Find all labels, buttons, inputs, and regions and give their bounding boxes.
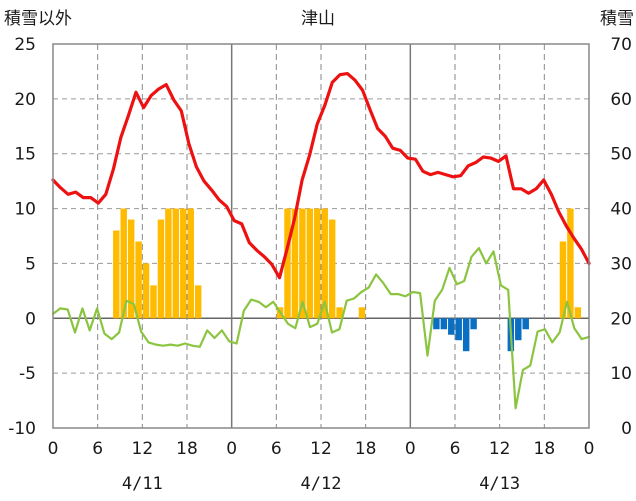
bar <box>135 241 142 319</box>
left-tick-label: -5 <box>19 364 36 384</box>
series-line <box>51 247 591 410</box>
bar <box>336 307 343 319</box>
right-tick-label: 10 <box>610 364 632 384</box>
bar <box>522 318 529 330</box>
day-label: 4/12 <box>301 474 342 494</box>
x-tick-label: 6 <box>271 439 282 459</box>
series-line <box>51 71 591 280</box>
bar <box>358 307 366 319</box>
bar <box>567 208 574 319</box>
right-tick-label: 60 <box>610 90 632 110</box>
left-tick-label: 15 <box>14 145 36 165</box>
bar <box>448 318 455 335</box>
day-label: 4/11 <box>122 474 163 494</box>
bar <box>306 208 314 319</box>
bar <box>433 318 440 330</box>
left-tick-label: 25 <box>14 35 36 55</box>
left-tick-label: 20 <box>14 90 36 110</box>
right-tick-label: 0 <box>621 419 632 439</box>
bar <box>440 318 448 330</box>
x-tick-label: 18 <box>176 439 198 459</box>
bar <box>150 285 157 319</box>
bar <box>470 318 477 330</box>
bar <box>127 219 135 319</box>
bar <box>194 285 202 319</box>
bar <box>314 208 321 319</box>
x-tick-label: 0 <box>226 439 237 459</box>
right-tick-label: 30 <box>610 254 632 274</box>
x-tick-label: 12 <box>310 439 332 459</box>
x-tick-label: 0 <box>48 439 59 459</box>
right-tick-label: 40 <box>610 200 632 220</box>
x-tick-label: 18 <box>355 439 377 459</box>
bar <box>291 208 299 319</box>
chart-title: 津山 <box>301 9 335 29</box>
bar <box>455 318 462 341</box>
x-tick-label: 12 <box>489 439 511 459</box>
x-tick-label: 6 <box>92 439 103 459</box>
right-tick-label: 70 <box>610 35 632 55</box>
bar <box>559 241 567 319</box>
right-tick-label: 20 <box>610 309 632 329</box>
bar <box>299 208 306 319</box>
bar <box>321 208 328 319</box>
left-tick-label: 10 <box>14 200 36 220</box>
bar <box>172 208 180 319</box>
x-tick-label: 18 <box>534 439 556 459</box>
day-label: 4/13 <box>479 474 520 494</box>
bar <box>515 318 522 341</box>
bar <box>180 208 187 319</box>
bar <box>574 307 582 319</box>
bar <box>284 208 291 319</box>
plot-frame <box>52 43 590 429</box>
bar <box>462 318 470 352</box>
right-tick-label: 50 <box>610 145 632 165</box>
bar <box>157 219 165 319</box>
x-tick-label: 0 <box>584 439 595 459</box>
left-tick-label: -10 <box>8 419 36 439</box>
line-series <box>51 71 591 410</box>
bar-series <box>113 208 582 352</box>
bar <box>187 208 194 319</box>
left-axis-title: 積雪以外 <box>4 9 72 29</box>
left-tick-label: 5 <box>25 254 36 274</box>
bar <box>113 230 120 319</box>
x-tick-label: 0 <box>405 439 416 459</box>
right-axis-title: 積雪 <box>600 9 634 29</box>
bar <box>165 208 172 319</box>
bar <box>120 208 127 319</box>
x-tick-label: 6 <box>450 439 461 459</box>
bar <box>142 263 150 319</box>
left-tick-label: 0 <box>25 309 36 329</box>
x-tick-label: 12 <box>132 439 154 459</box>
bar <box>328 219 336 319</box>
